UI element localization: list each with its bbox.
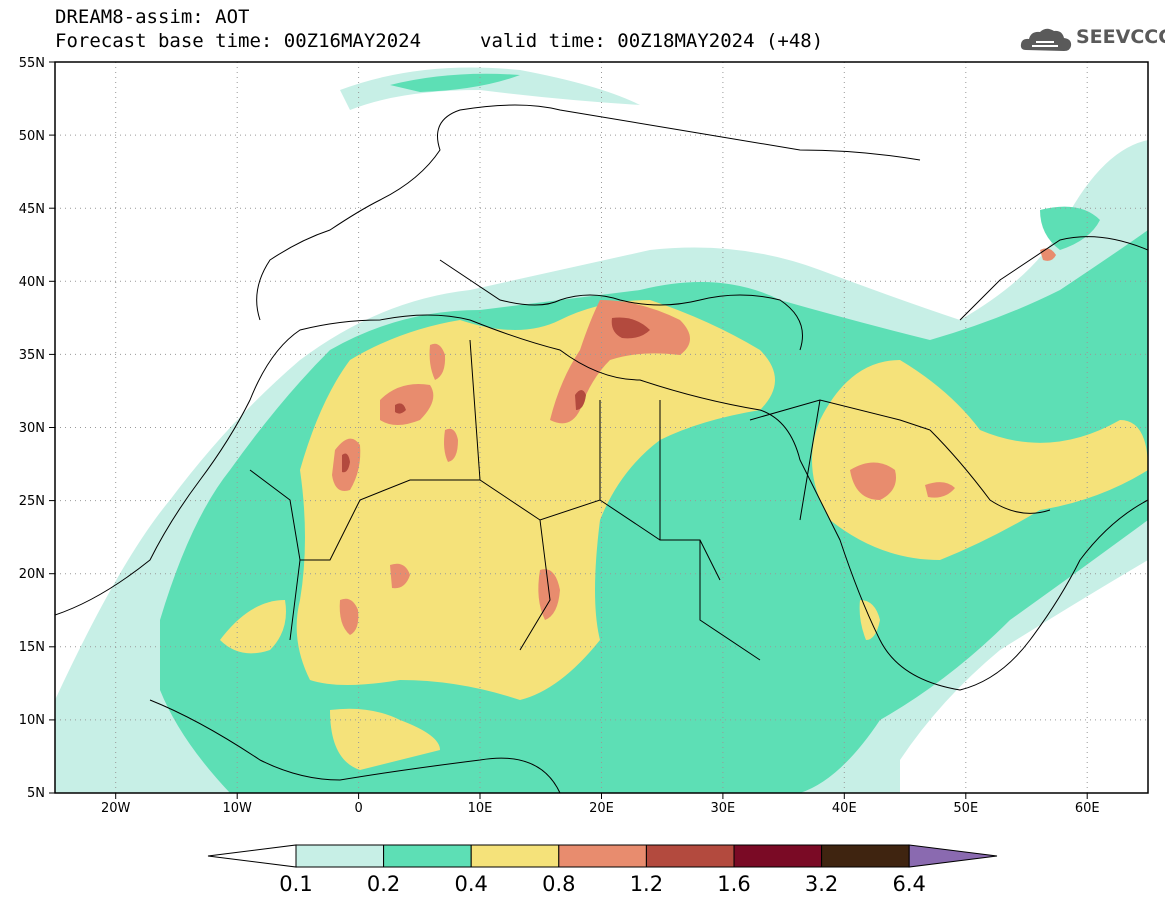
cloud-logo-icon — [1020, 28, 1072, 51]
lat-label: 40N — [19, 275, 45, 290]
lat-label: 30N — [19, 421, 45, 436]
valid-time: valid time: 00Z18MAY2024 (+48) — [480, 30, 824, 52]
lon-label: 50E — [953, 801, 978, 816]
colorbar-low-arrow — [207, 844, 297, 868]
map-grid — [55, 62, 1148, 793]
lat-label: 5N — [27, 786, 45, 801]
lon-label: 0 — [354, 801, 362, 816]
forecast-base-time: Forecast base time: 00Z16MAY2024 — [55, 30, 422, 52]
coastlines — [55, 104, 1148, 793]
lat-labels: 55N 50N 45N 40N 35N 30N 25N 20N 15N 10N … — [19, 56, 45, 801]
colorbar-segment — [733, 844, 823, 868]
lat-label: 35N — [19, 348, 45, 363]
map-title: DREAM8-assim: AOT — [55, 6, 250, 28]
lon-label: 10W — [222, 801, 252, 816]
colorbar-label: 0.4 — [454, 872, 487, 896]
colorbar-segment — [821, 844, 910, 868]
colorbar-label: 0.1 — [279, 872, 312, 896]
colorbar-segment — [558, 844, 647, 868]
colorbar-segment — [470, 844, 560, 868]
lat-label: 20N — [19, 567, 45, 582]
colorbar-label: 1.2 — [630, 872, 663, 896]
lat-label: 25N — [19, 494, 45, 509]
lon-label: 20W — [101, 801, 131, 816]
lon-labels: 20W 10W 0 10E 20E 30E 40E 50E 60E — [101, 801, 1100, 816]
lon-label: 40E — [832, 801, 857, 816]
lon-label: 60E — [1075, 801, 1100, 816]
lon-label: 20E — [589, 801, 614, 816]
colorbar-label: 6.4 — [892, 872, 925, 896]
colorbar-label: 1.6 — [717, 872, 750, 896]
lat-label: 55N — [19, 56, 45, 71]
colorbar: 0.1 0.2 0.4 0.8 1.2 1.6 3.2 6.4 — [207, 844, 998, 896]
colorbar-segment — [295, 844, 385, 868]
lon-label: 30E — [711, 801, 736, 816]
colorbar-label: 0.2 — [367, 872, 400, 896]
colorbar-segment — [645, 844, 735, 868]
tick-marks — [49, 61, 1088, 799]
colorbar-segment — [383, 844, 472, 868]
colorbar-high-arrow — [908, 844, 998, 868]
lat-label: 15N — [19, 640, 45, 655]
lat-label: 10N — [19, 713, 45, 728]
colorbar-label: 3.2 — [805, 872, 838, 896]
colorbar-label: 0.8 — [542, 872, 575, 896]
lon-label: 10E — [468, 801, 493, 816]
logo-text: SEEVCCC — [1076, 26, 1165, 48]
lat-label: 50N — [19, 129, 45, 144]
aot-contours — [55, 67, 1148, 793]
lat-label: 45N — [19, 202, 45, 217]
